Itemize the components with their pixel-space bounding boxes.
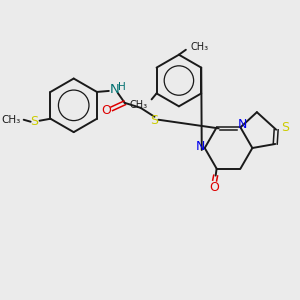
Text: N: N (110, 83, 120, 97)
Text: S: S (151, 114, 158, 127)
Text: S: S (281, 121, 289, 134)
Text: H: H (118, 82, 126, 92)
Text: S: S (31, 115, 39, 128)
Text: N: N (238, 118, 247, 131)
Text: CH₃: CH₃ (130, 100, 148, 110)
Text: O: O (101, 104, 111, 117)
Text: CH₃: CH₃ (191, 42, 209, 52)
Text: N: N (196, 140, 206, 152)
Text: O: O (210, 181, 220, 194)
Text: CH₃: CH₃ (1, 115, 20, 125)
